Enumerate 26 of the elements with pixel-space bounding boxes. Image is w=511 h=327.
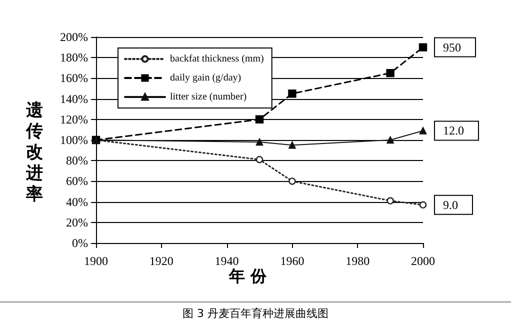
legend-label: backfat thickness (mm) xyxy=(170,54,264,64)
y-tick-label: 20% xyxy=(66,215,88,230)
x-tick-label: 1900 xyxy=(84,254,108,268)
y-tick-label: 100% xyxy=(60,133,88,147)
y-axis-title: 遗传改进率 xyxy=(25,100,43,204)
x-tick-label: 2000 xyxy=(411,254,435,268)
x-tick-label: 1960 xyxy=(280,254,304,268)
text: 图 3 丹麦百年育种进展曲线图 xyxy=(182,307,329,320)
y-tick-label: 80% xyxy=(66,154,88,168)
legend-label: daily gain (g/day) xyxy=(170,72,242,84)
x-axis-title: 年 份 xyxy=(228,266,268,286)
text: 950 xyxy=(443,40,461,54)
legend-label: litter size (number) xyxy=(170,92,247,102)
text: 12.0 xyxy=(443,124,464,138)
y-tick-label: 120% xyxy=(60,112,88,126)
y-tick-label: 60% xyxy=(66,174,88,188)
y-tick-label: 140% xyxy=(60,92,88,106)
y-tick-label: 0% xyxy=(72,236,88,250)
x-tick-label: 1920 xyxy=(149,254,174,268)
y-tick-label: 160% xyxy=(60,71,88,86)
text: 9.0 xyxy=(443,198,458,212)
x-tick-label: 1980 xyxy=(346,254,370,268)
x-tick-label: 1940 xyxy=(214,254,239,268)
y-tick-label: 200% xyxy=(60,30,88,44)
y-tick-label: 40% xyxy=(66,194,88,209)
y-tick-label: 180% xyxy=(60,50,88,65)
